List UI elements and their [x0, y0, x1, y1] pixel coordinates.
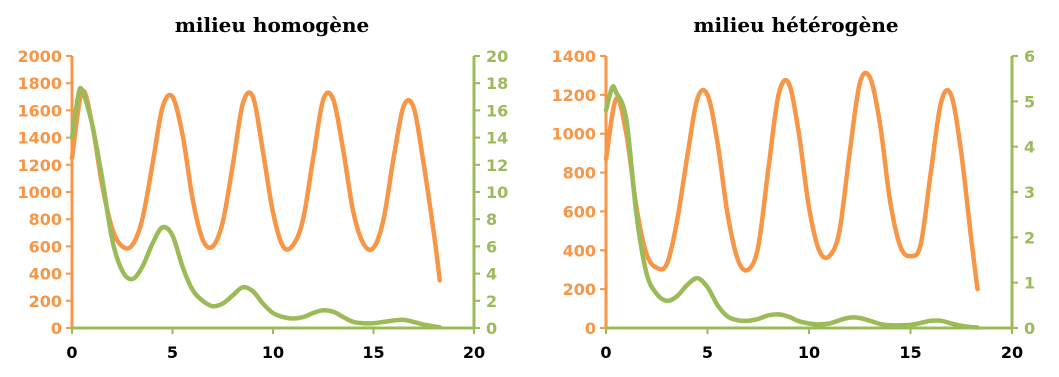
x-tick-label: 0 [66, 343, 77, 362]
y-right-tick-label: 16 [486, 101, 508, 120]
y-left-tick-label: 1600 [17, 101, 62, 120]
x-tick-label: 0 [600, 343, 611, 362]
y-right-tick-label: 6 [1024, 47, 1035, 66]
y-right-tick-label: 12 [486, 156, 508, 175]
y-left-tick-label: 1200 [17, 156, 62, 175]
y-right-tick-label: 2 [1024, 228, 1035, 247]
y-left-tick-label: 800 [563, 164, 596, 183]
x-tick-label: 10 [798, 343, 820, 362]
x-tick-label: 20 [1001, 343, 1023, 362]
chart-homogeneous: milieu homogène 020040060080010001200140… [17, 13, 508, 362]
orange-series-line [603, 70, 980, 292]
y-right-tick-label: 0 [486, 319, 497, 338]
y-right-tick-label: 10 [486, 183, 508, 202]
chart-ticks-heterogeneous: 0 200 400 600 800 1000 1200 1400 0 1 2 3 4 5 6 0 5 10 15 20 [551, 47, 1035, 362]
y-right-tick-label: 1 [1024, 274, 1035, 293]
y-left-tick-label: 0 [51, 319, 62, 338]
green-series-line [603, 84, 980, 330]
y-right-tick-label: 4 [486, 265, 497, 284]
chart-series-heterogeneous [603, 70, 980, 330]
y-left-tick-label: 1200 [551, 86, 596, 105]
y-left-tick-label: 200 [29, 292, 62, 311]
chart-ticks-homogeneous: 0200400600800100012001400160018002000024… [17, 47, 508, 362]
y-left-tick-label: 400 [29, 265, 62, 284]
y-left-tick-label: 1000 [17, 183, 62, 202]
y-right-tick-label: 14 [486, 129, 508, 148]
chart-title-heterogeneous: milieu hétérogène [693, 13, 898, 37]
chart-series-homogeneous [69, 85, 443, 330]
y-right-tick-label: 5 [1024, 92, 1035, 111]
x-tick-label: 20 [463, 343, 485, 362]
y-right-tick-label: 8 [486, 210, 497, 229]
chart-axes-homogeneous [66, 55, 480, 334]
y-left-tick-label: 800 [29, 210, 62, 229]
x-tick-label: 15 [362, 343, 384, 362]
y-right-tick-label: 3 [1024, 183, 1035, 202]
y-left-tick-label: 2000 [17, 47, 62, 66]
y-right-tick-label: 4 [1024, 138, 1035, 157]
y-left-tick-label: 400 [563, 241, 596, 260]
x-tick-label: 10 [262, 343, 284, 362]
y-left-tick-label: 1000 [551, 125, 596, 144]
y-right-tick-label: 2 [486, 292, 497, 311]
chart-heterogeneous: milieu hétérogène 0200400600800100012001… [551, 13, 1035, 362]
y-left-tick-label: 600 [563, 202, 596, 221]
x-tick-label: 5 [702, 343, 713, 362]
y-right-tick-label: 18 [486, 74, 508, 93]
y-left-tick-label: 1400 [17, 129, 62, 148]
y-left-tick-label: 200 [563, 280, 596, 299]
y-left-tick-label: 0 [585, 319, 596, 338]
y-right-tick-label: 6 [486, 237, 497, 256]
y-left-tick-label: 1800 [17, 74, 62, 93]
chart-title-homogeneous: milieu homogène [175, 13, 370, 37]
orange-series-line [69, 88, 443, 283]
y-left-tick-label: 1400 [551, 47, 596, 66]
x-tick-label: 15 [899, 343, 921, 362]
green-series-line [69, 85, 443, 330]
y-right-tick-label: 20 [486, 47, 508, 66]
y-left-tick-label: 600 [29, 237, 62, 256]
x-tick-label: 5 [167, 343, 178, 362]
y-right-tick-label: 0 [1024, 319, 1035, 338]
